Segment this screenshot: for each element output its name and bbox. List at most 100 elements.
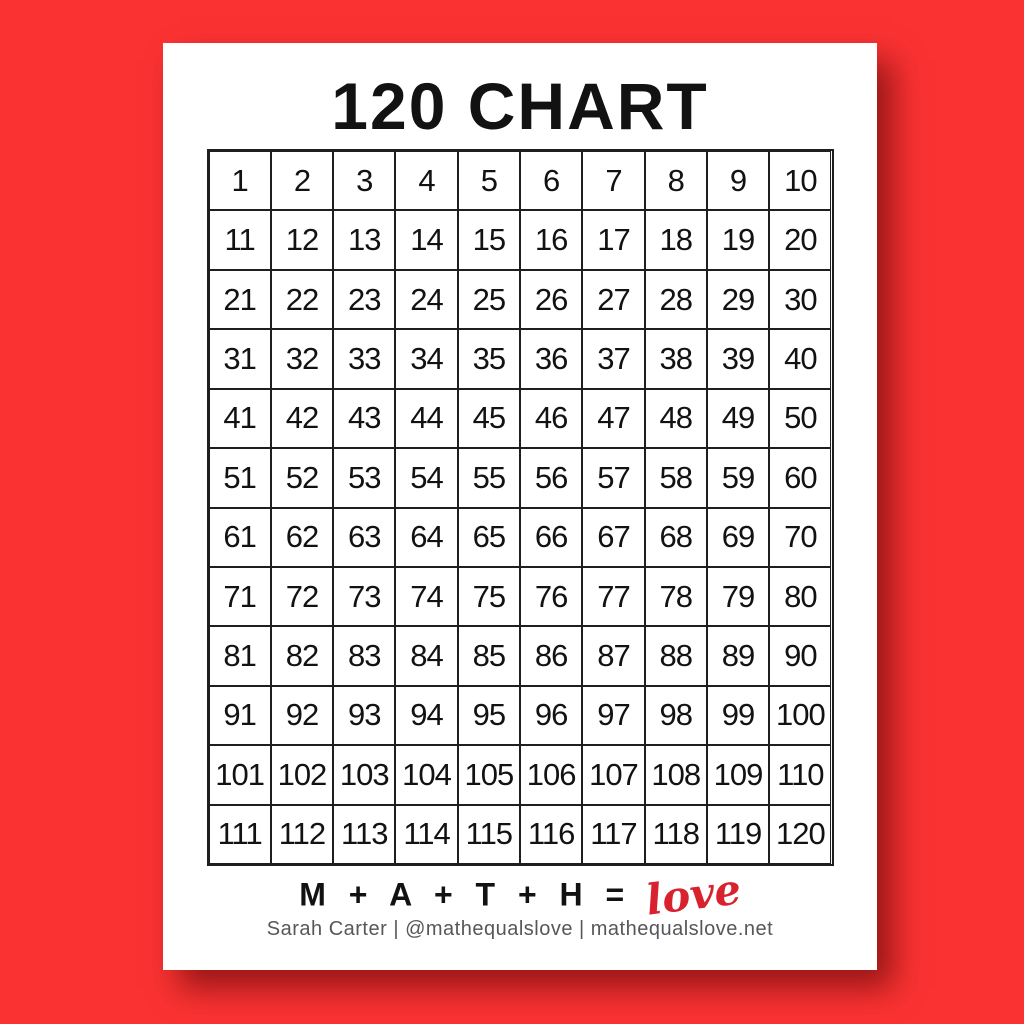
grid-cell: 54 (395, 448, 458, 508)
grid-cell: 94 (395, 685, 458, 746)
grid-cell: 77 (582, 566, 645, 627)
grid-cell: 50 (769, 388, 832, 449)
grid-cell: 114 (395, 804, 458, 864)
grid-cell: 56 (519, 448, 583, 508)
grid-cell: 99 (706, 685, 770, 746)
grid-cell: 55 (457, 448, 520, 508)
grid-cell: 42 (270, 388, 334, 449)
grid-cell: 12 (270, 210, 334, 270)
grid-cell: 90 (769, 626, 832, 686)
grid-cell: 98 (644, 685, 707, 746)
grid-cell: 58 (644, 448, 707, 508)
grid-cell: 39 (706, 329, 770, 389)
grid-cell: 96 (519, 685, 583, 746)
grid-cell: 11 (208, 210, 271, 270)
grid-cell: 89 (706, 626, 770, 686)
grid-cell: 30 (769, 269, 832, 330)
grid-cell: 84 (395, 626, 458, 686)
grid-cell: 75 (457, 566, 520, 627)
grid-cell: 18 (644, 210, 707, 270)
grid-cell: 62 (270, 507, 334, 567)
grid-cell: 10 (769, 151, 832, 211)
grid-cell: 25 (457, 269, 520, 330)
grid-cell: 46 (519, 388, 583, 449)
grid-cell: 117 (582, 804, 645, 864)
worksheet-page: 120 CHART 1 2 3 4 5 6 7 8 9 10 11 12 13 14 15 16 17 18 19 2… (163, 43, 877, 970)
grid-cell: 2 (270, 151, 334, 211)
grid-cell: 92 (270, 685, 334, 746)
grid-cell: 106 (519, 745, 583, 805)
grid-cell: 111 (208, 804, 271, 864)
grid-cell: 68 (644, 507, 707, 567)
grid-cell: 28 (644, 269, 707, 330)
grid-cell: 7 (582, 151, 645, 211)
grid-cell: 22 (270, 269, 334, 330)
grid-cell: 60 (769, 448, 832, 508)
grid-cell: 66 (519, 507, 583, 567)
grid-cell: 61 (208, 507, 271, 567)
grid-cell: 100 (769, 685, 832, 746)
grid-cell: 64 (395, 507, 458, 567)
grid-cell: 13 (333, 210, 396, 270)
grid-cell: 107 (582, 745, 645, 805)
grid-cell: 69 (706, 507, 770, 567)
grid-cell: 59 (706, 448, 770, 508)
grid-cell: 88 (644, 626, 707, 686)
grid-cell: 105 (457, 745, 520, 805)
grid-cell: 118 (644, 804, 707, 864)
grid-cell: 86 (519, 626, 583, 686)
grid-cell: 67 (582, 507, 645, 567)
grid-cell: 4 (395, 151, 458, 211)
grid-cell: 26 (519, 269, 583, 330)
grid-cell: 72 (270, 566, 334, 627)
grid-cell: 52 (270, 448, 334, 508)
grid-cell: 78 (644, 566, 707, 627)
grid-cell: 85 (457, 626, 520, 686)
grid-cell: 19 (706, 210, 770, 270)
grid-cell: 38 (644, 329, 707, 389)
equation-love-script: love (642, 864, 744, 925)
grid-cell: 5 (457, 151, 520, 211)
grid-cell: 45 (457, 388, 520, 449)
grid-cell: 41 (208, 388, 271, 449)
grid-cell: 101 (208, 745, 271, 805)
grid-cell: 34 (395, 329, 458, 389)
grid-cell: 115 (457, 804, 520, 864)
grid-cell: 16 (519, 210, 583, 270)
grid-cell: 103 (333, 745, 396, 805)
grid-cell: 20 (769, 210, 832, 270)
grid-cell: 108 (644, 745, 707, 805)
grid-cell: 6 (519, 151, 583, 211)
grid-cell: 76 (519, 566, 583, 627)
grid-cell: 36 (519, 329, 583, 389)
page-title: 120 CHART (331, 69, 709, 143)
grid-cell: 63 (333, 507, 396, 567)
grid-cell: 102 (270, 745, 334, 805)
equation-math-text: M + A + T + H = (299, 876, 632, 913)
grid-cell: 53 (333, 448, 396, 508)
grid-cell: 109 (706, 745, 770, 805)
grid-cell: 70 (769, 507, 832, 567)
grid-cell: 1 (208, 151, 271, 211)
grid-cell: 113 (333, 804, 396, 864)
grid-cell: 17 (582, 210, 645, 270)
grid-cell: 44 (395, 388, 458, 449)
grid-cell: 51 (208, 448, 271, 508)
grid-cell: 21 (208, 269, 271, 330)
credit-line: Sarah Carter | @mathequalslove | mathequ… (266, 918, 774, 940)
grid-cell: 24 (395, 269, 458, 330)
grid-cell: 81 (208, 626, 271, 686)
grid-cell: 23 (333, 269, 396, 330)
grid-cell: 110 (769, 745, 832, 805)
grid-cell: 87 (582, 626, 645, 686)
grid-cell: 119 (706, 804, 770, 864)
grid-cell: 104 (395, 745, 458, 805)
grid-cell: 120 (769, 804, 832, 864)
grid-cell: 8 (644, 151, 707, 211)
grid-cell: 48 (644, 388, 707, 449)
grid-cell: 91 (208, 685, 271, 746)
grid-cell: 83 (333, 626, 396, 686)
grid-cell: 73 (333, 566, 396, 627)
grid-cell: 32 (270, 329, 334, 389)
grid-cell: 65 (457, 507, 520, 567)
